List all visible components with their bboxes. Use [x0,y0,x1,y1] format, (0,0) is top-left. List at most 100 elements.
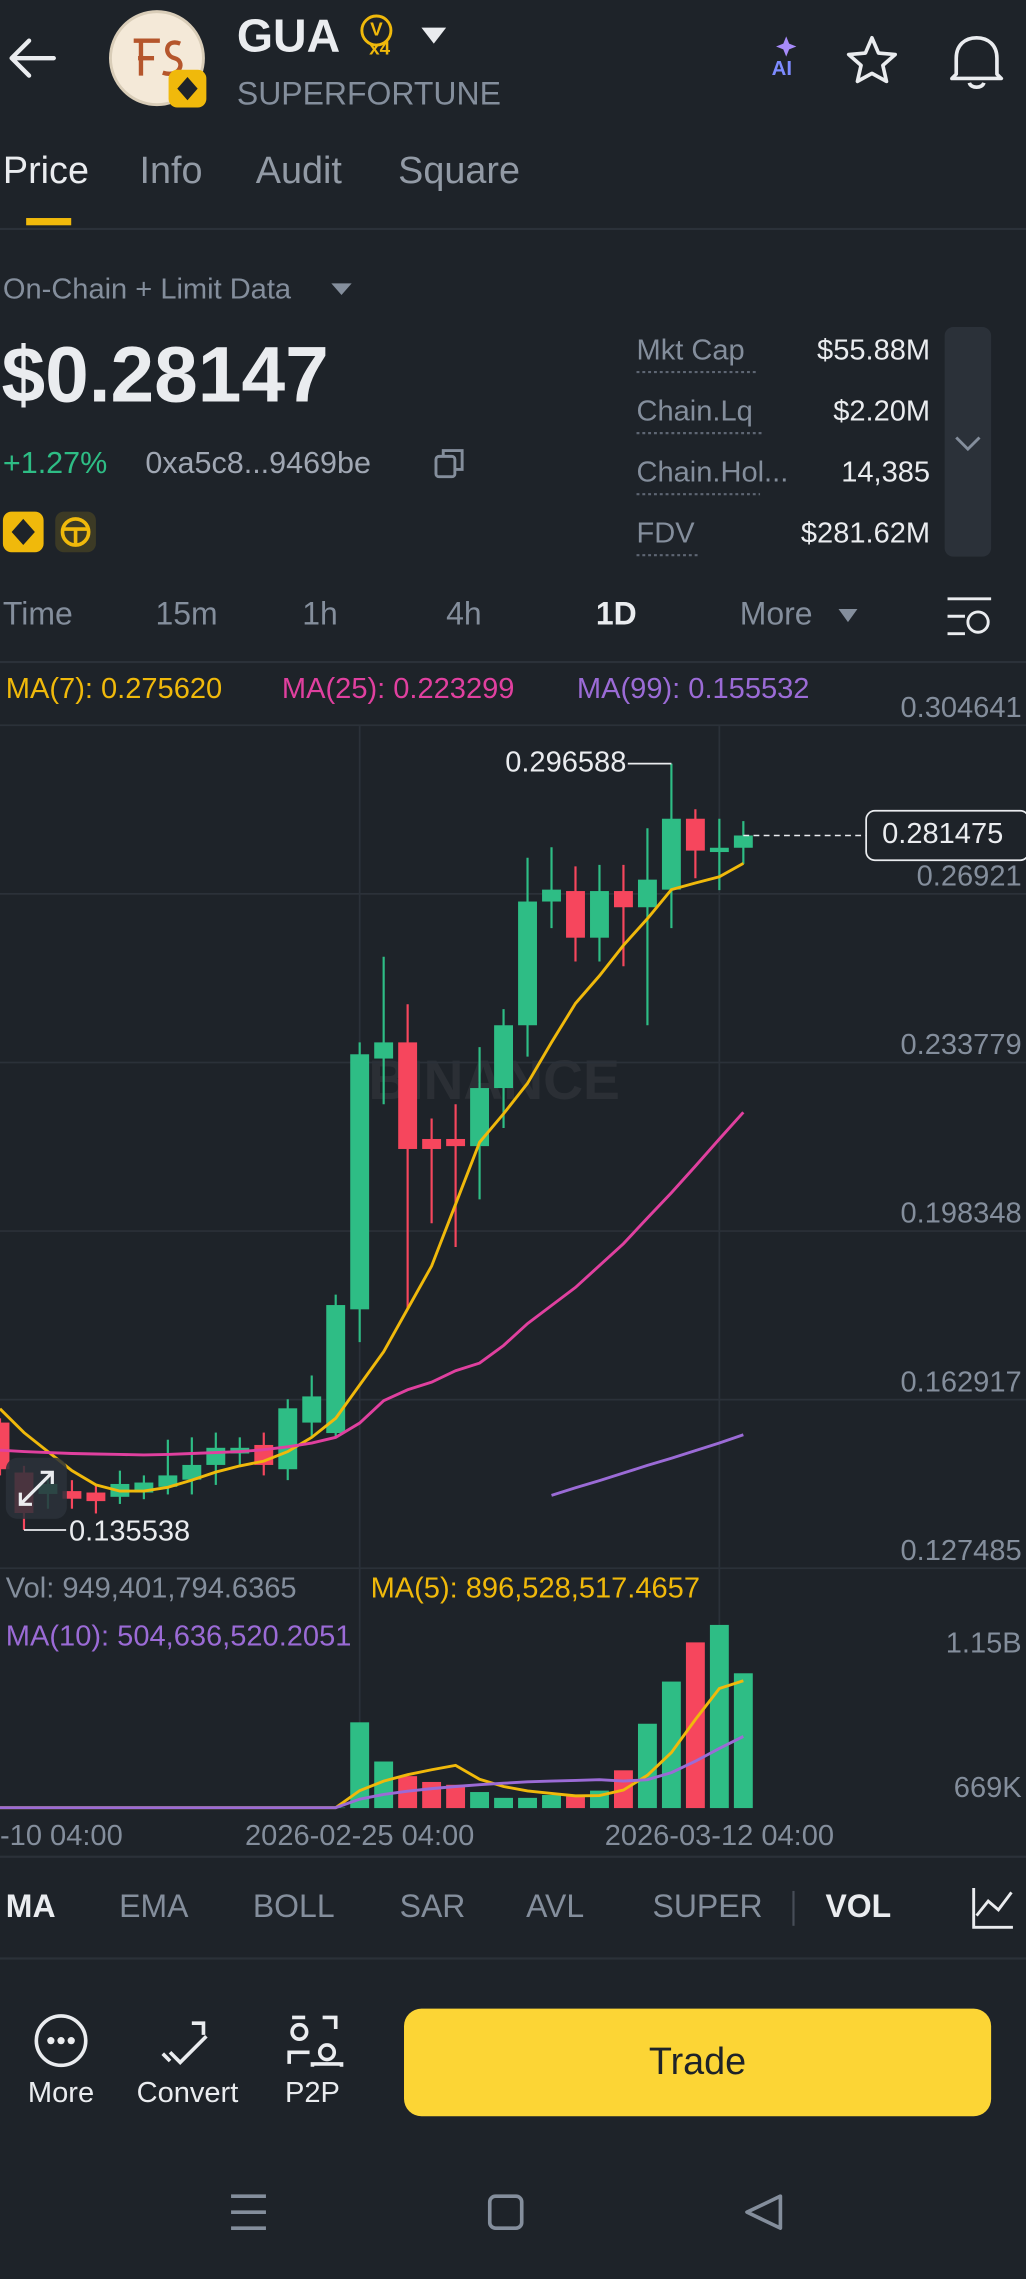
legend-entry: MA(5): 896,528,517.4657 [371,1573,700,1605]
stat-label[interactable]: Chain.Hol... [637,456,789,488]
interval[interactable]: 15m [155,596,217,632]
tab[interactable]: Info [140,150,203,192]
chain-icon [2,511,44,553]
system-nav[interactable] [231,2194,783,2230]
chart-settings[interactable] [947,597,992,636]
candle-body [422,1138,442,1149]
candle-body [709,847,729,853]
token-dropdown[interactable] [421,27,447,44]
indicator-settings[interactable] [972,1888,1013,1929]
price-chart: BINANCE0.3046410.269210.2337790.1983480.… [0,673,1026,1852]
back-button[interactable] [9,38,56,78]
stat-label[interactable]: Chain.Lq [637,395,753,427]
legend-entry: MA(99): 0.155532 [577,673,810,705]
action-label[interactable]: Convert [137,2077,239,2109]
copy-button[interactable] [434,449,464,479]
stat-value: $281.62M [801,518,930,550]
low-label: 0.135538 [69,1516,190,1548]
ai-sparkle [776,36,797,57]
y-tick-label: 0.198348 [900,1198,1021,1230]
candle-body [542,889,561,902]
indicator[interactable]: SAR [400,1888,466,1924]
indicator[interactable]: AVL [526,1888,584,1924]
action-label[interactable]: P2P [285,2077,340,2109]
last-price-box [865,809,1026,862]
y-tick-label: 0.233779 [900,1029,1021,1061]
stat-label[interactable]: FDV [637,518,696,550]
volume-bar [566,1796,585,1809]
stat-value: $55.88M [817,334,930,366]
moving-average-line [0,862,745,1493]
candle-body [302,1396,322,1423]
trade-button[interactable] [404,2008,992,2117]
action-icons [34,2014,344,2068]
x-tick-label: -10 04:00 [0,1820,123,1852]
candle-body [374,1042,394,1059]
volume-bar [518,1797,537,1809]
interval[interactable]: 4h [446,596,482,632]
candle-body [494,1025,513,1089]
stat-value: 14,385 [841,456,930,488]
candle-body [158,1475,178,1487]
action-label[interactable]: More [28,2077,94,2109]
last-price-label: 0.281475 [882,818,1003,850]
platform-icon [55,511,96,553]
candle-body [182,1464,202,1480]
ai-button[interactable]: AI [772,58,792,80]
tab[interactable]: Square [398,150,520,192]
badge: V [370,20,383,41]
more-dropdown[interactable] [838,608,858,623]
data-source[interactable]: On-Chain + Limit Data [3,273,292,305]
alert-button[interactable] [950,35,1004,90]
token-logo [108,10,207,108]
interval[interactable]: Time [3,596,73,632]
stats-expand[interactable] [944,327,992,557]
y-tick-label: 0.26921 [917,861,1022,893]
volume-bar [422,1781,442,1809]
high-label: 0.296588 [505,746,626,778]
interval[interactable]: More [740,596,813,632]
y-tick-label: 0.127485 [900,1535,1021,1567]
stat-label[interactable]: Mkt Cap [637,334,745,366]
candle-body [134,1482,154,1493]
candle-body [614,891,633,908]
source-dropdown[interactable] [331,283,352,296]
volume-bar [446,1784,466,1809]
volume-bar [709,1624,729,1809]
tab[interactable]: Audit [256,150,343,192]
price: $0.28147 [1,331,328,419]
volume-bar [494,1797,513,1809]
candle-body [637,879,657,908]
volume-bar [637,1723,657,1809]
legend-entry: MA(7): 0.275620 [6,673,222,705]
y-tick-label: 0.162917 [900,1366,1021,1398]
volume-tick-label: 669K [954,1772,1022,1804]
candle-body [86,1492,106,1502]
volume-bar [685,1642,705,1809]
badge-ring [360,14,393,47]
indicator-active[interactable]: VOL [825,1888,891,1924]
token-symbol: GUA [237,10,340,62]
candle-body [518,901,537,1026]
interval[interactable]: 1h [302,596,338,632]
candle-body [278,1408,298,1470]
trade-label[interactable]: Trade [649,2041,746,2083]
candle-body [206,1447,226,1465]
indicator-active[interactable]: MA [6,1888,56,1924]
price-change: +1.27% [3,446,107,480]
legend-entry: MA(25): 0.223299 [282,673,515,705]
legend-entry: MA(10): 504,636,520.2051 [6,1621,352,1653]
volume-bar [350,1722,370,1809]
indicator[interactable]: SUPER [653,1888,763,1924]
candle-body [470,1088,490,1147]
indicator[interactable]: EMA [119,1888,189,1924]
candle-body [0,1422,10,1470]
volume-title: Vol: 949,401,794.6365 [6,1573,297,1605]
tab-active[interactable]: Price [3,150,89,192]
volume-average-line [0,1735,744,1810]
indicator[interactable]: BOLL [253,1888,335,1924]
favorite-button[interactable] [846,35,898,84]
interval-active[interactable]: 1D [596,596,637,632]
candle-body [733,835,753,848]
